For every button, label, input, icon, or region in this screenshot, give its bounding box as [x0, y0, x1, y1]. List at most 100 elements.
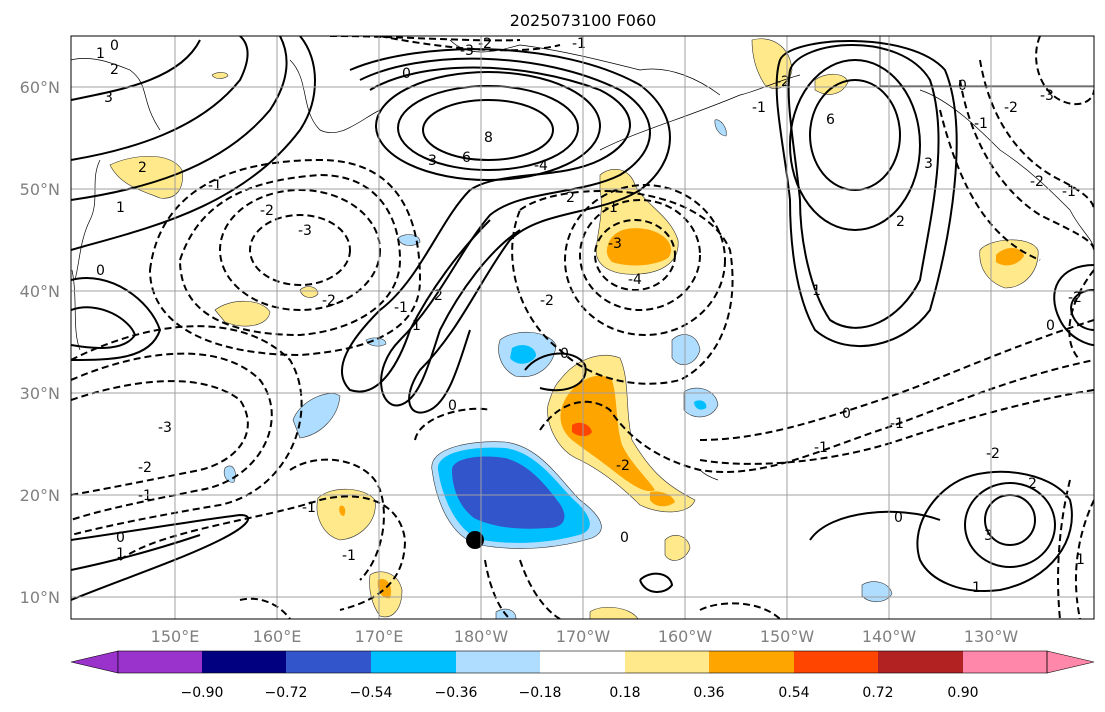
- contour-label: -1: [208, 178, 222, 194]
- contour-label: -1: [572, 36, 586, 52]
- contour-label: -2: [776, 74, 790, 90]
- storm-position-marker: [466, 531, 484, 549]
- colorbar-tick-label: 0.90: [947, 685, 978, 701]
- map-frame: [70, 35, 1095, 620]
- contour-label: -1: [138, 488, 152, 504]
- contour-label: 1: [116, 546, 125, 562]
- contour-label: 1: [96, 46, 105, 62]
- colorbar-tick-label: 0.72: [862, 685, 893, 701]
- contour-label: 0: [110, 38, 119, 54]
- contour-label: 2: [110, 62, 119, 78]
- colorbar-tick-label: −0.72: [265, 685, 308, 701]
- contour-label: -3: [460, 43, 474, 59]
- contour-label: 1: [412, 318, 421, 334]
- latitude-labels: 60°N 50°N 40°N 30°N 20°N 10°N: [20, 78, 60, 607]
- contour-label: 1: [116, 200, 125, 216]
- contour-label: -1: [890, 416, 904, 432]
- contour-label: -2: [1068, 290, 1082, 306]
- contour-label: -1: [1062, 184, 1076, 200]
- lon-label: 180°W: [454, 627, 509, 646]
- contour-label: 0: [560, 346, 569, 362]
- lon-label: 150°E: [151, 627, 200, 646]
- colorbar-segment: [456, 651, 540, 673]
- colorbar-tick-label: 0.54: [778, 685, 809, 701]
- contour-label: 0: [894, 510, 903, 526]
- contour-label: 0: [116, 530, 125, 546]
- contour-label: 0: [96, 263, 105, 279]
- contour-label: -1: [302, 500, 316, 516]
- contour-label: 2: [138, 160, 147, 176]
- contour-label: 3: [428, 153, 437, 169]
- contour-label: -3: [298, 223, 312, 239]
- contour-label: -3: [158, 420, 172, 436]
- contour-label: -1: [394, 300, 408, 316]
- contour-label: 6: [462, 150, 471, 166]
- lon-label: 160°E: [253, 627, 302, 646]
- contour-label: 0: [842, 406, 851, 422]
- contour-label: -3: [1040, 88, 1054, 104]
- colorbar-tick-label: 0.36: [693, 685, 724, 701]
- colorbar-tick-labels: −0.90 −0.72 −0.54 −0.36 −0.18 0.18 0.36 …: [181, 685, 979, 701]
- contour-label: -2: [1004, 100, 1018, 116]
- contour-label: 6: [826, 112, 835, 128]
- contour-label: 0: [448, 398, 457, 414]
- contour-label: 3: [984, 528, 993, 544]
- contour-label: -2: [260, 203, 274, 219]
- coastline-layer: [71, 36, 1094, 481]
- colorbar: [70, 650, 1095, 674]
- colorbar-segment: [202, 651, 286, 673]
- colorbar-tick-label: −0.54: [350, 685, 393, 701]
- colorbar-segment: [878, 651, 963, 673]
- negative-contours: [71, 36, 1094, 619]
- lat-label: 50°N: [20, 180, 60, 199]
- contour-label: 2: [566, 190, 575, 206]
- lon-label: 170°E: [355, 627, 404, 646]
- contour-label: -1: [974, 116, 988, 132]
- lon-label: 150°W: [760, 627, 815, 646]
- colorbar-segment: [963, 651, 1047, 673]
- colorbar-segment: [794, 651, 878, 673]
- contour-label: -1: [752, 100, 766, 116]
- colorbar-tick-label: −0.90: [181, 685, 224, 701]
- contour-label: 0: [402, 66, 411, 82]
- contour-label: 1: [1076, 552, 1085, 568]
- contour-label: -2: [1030, 174, 1044, 190]
- contour-label: -2: [616, 458, 630, 474]
- colorbar-segment: [118, 651, 202, 673]
- contour-label: -4: [534, 158, 548, 174]
- colorbar-segment: [709, 651, 794, 673]
- contour-labels: 0 1 2 3 2 1 0 -1 -2 -3 -2 3 6 8 -4 -1 -2…: [96, 36, 1085, 596]
- contour-label: 2: [434, 288, 443, 304]
- colorbar-extend-low: [70, 650, 119, 674]
- lon-label: 140°W: [862, 627, 917, 646]
- lat-label: 10°N: [20, 588, 60, 607]
- colorbar-tick-label: −0.18: [519, 685, 562, 701]
- contour-label: 3: [104, 90, 113, 106]
- lat-label: 30°N: [20, 384, 60, 403]
- lat-label: 40°N: [20, 282, 60, 301]
- lon-label: 160°W: [658, 627, 713, 646]
- colorbar-segment: [540, 651, 625, 673]
- colorbar-segment: [286, 651, 371, 673]
- contour-label: -1: [604, 200, 618, 216]
- contour-label: 8: [484, 130, 493, 146]
- contour-label: 0: [1046, 318, 1055, 334]
- colorbar-extend-high: [1046, 650, 1095, 674]
- contour-label: 2: [1028, 476, 1037, 492]
- longitude-labels: 150°E 160°E 170°E 180°W 170°W 160°W 150°…: [151, 627, 1019, 646]
- contour-label: -2: [478, 36, 492, 52]
- contour-label: 0: [958, 78, 967, 94]
- contour-label: -2: [322, 293, 336, 309]
- contour-label: -1: [814, 440, 828, 456]
- lat-label: 20°N: [20, 486, 60, 505]
- contour-label: 1: [972, 580, 981, 596]
- colorbar-tick-label: −0.36: [435, 685, 478, 701]
- contour-label: 0: [620, 530, 629, 546]
- contour-label: -4: [628, 272, 642, 288]
- lon-label: 170°W: [556, 627, 611, 646]
- colorbar-tick-label: 0.18: [609, 685, 640, 701]
- contour-label: 3: [924, 156, 933, 172]
- contour-label: -1: [342, 548, 356, 564]
- lon-label: 130°W: [964, 627, 1019, 646]
